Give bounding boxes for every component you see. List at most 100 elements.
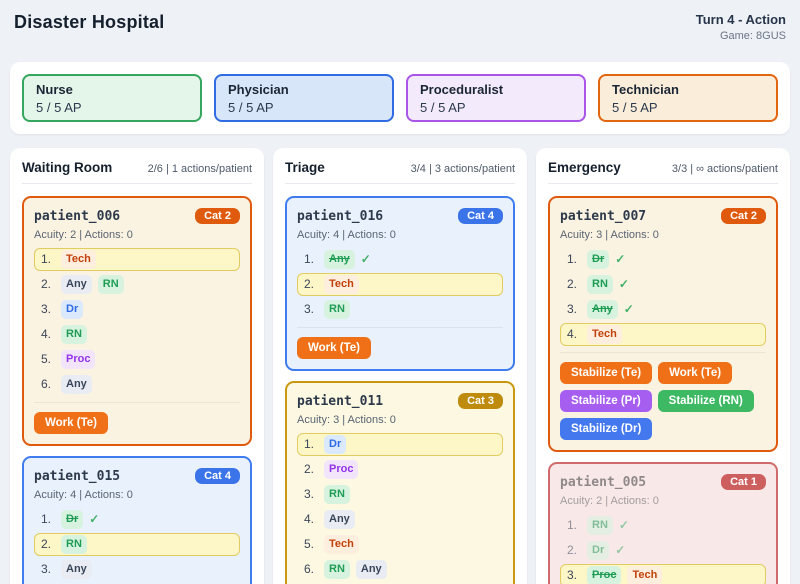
- column-triage: Triage 3/4 | 3 actions/patient patient_016…: [273, 148, 527, 584]
- role-ap: 5 / 5 AP: [228, 100, 274, 115]
- requirement-step: 2. RN ✓: [560, 273, 766, 296]
- role-chip-tech: Tech: [324, 535, 359, 554]
- patient-card: patient_006 Cat 2 Acuity: 2 | Actions: 0 1.…: [22, 196, 252, 446]
- requirement-step: 3. RN: [297, 483, 503, 506]
- column-info: 3/4 | 3 actions/patient: [410, 163, 515, 175]
- column-emergency: Emergency 3/3 | ∞ actions/patient patient_…: [536, 148, 790, 584]
- requirement-step: 2. Tech: [297, 273, 503, 296]
- step-number: 1.: [567, 252, 578, 266]
- work-te-button[interactable]: Work (Te): [297, 337, 371, 359]
- role-chip-any: Any: [61, 375, 92, 394]
- role-chip-any: Any: [324, 250, 355, 269]
- turn-indicator: Turn 4 - Action: [695, 12, 786, 27]
- patient-card-header: patient_007 Cat 2: [560, 208, 766, 224]
- category-badge: Cat 3: [458, 393, 503, 409]
- column-title: Triage: [285, 160, 325, 175]
- app-header: Disaster Hospital Turn 4 - Action Game: …: [0, 0, 800, 62]
- role-chip-rn: RN: [324, 485, 350, 504]
- check-icon: ✓: [618, 518, 629, 532]
- column-title: Emergency: [548, 160, 621, 175]
- step-number: 3.: [304, 302, 315, 316]
- step-number: 2.: [41, 537, 52, 551]
- step-number: 3.: [567, 302, 578, 316]
- requirement-step: 5. Proc: [34, 348, 240, 371]
- role-chip-rn: RN: [587, 275, 613, 294]
- role-card-physician[interactable]: Physician 5 / 5 AP: [214, 74, 394, 122]
- requirement-step: 2. RN: [34, 533, 240, 556]
- role-chip-tech: Tech: [627, 566, 663, 584]
- patient-meta: Acuity: 3 | Actions: 0: [560, 229, 659, 241]
- role-chip-proc: Proc: [587, 566, 622, 584]
- requirement-step: 4. RN: [34, 323, 240, 346]
- role-card-proceduralist[interactable]: Proceduralist 5 / 5 AP: [406, 74, 586, 122]
- column-info: 3/3 | ∞ actions/patient: [671, 163, 778, 175]
- columns: Waiting Room 2/6 | 1 actions/patient patie…: [0, 134, 800, 584]
- check-icon: ✓: [615, 543, 626, 557]
- patient-card-header: patient_016 Cat 4: [297, 208, 503, 224]
- step-number: 1.: [567, 518, 578, 532]
- stabilize-te-button[interactable]: Stabilize (Te): [560, 362, 653, 384]
- patient-actions: Stabilize (Te) Work (Te) Stabilize (Pr) Sta…: [560, 352, 766, 440]
- patient-actions: Work (Te): [34, 402, 240, 434]
- patient-card: patient_005 Cat 1 Acuity: 2 | Actions: 0 1.…: [548, 462, 778, 584]
- role-chip-dr: Dr: [587, 541, 610, 560]
- requirement-step: 3. Dr: [34, 298, 240, 321]
- patient-id: patient_016: [297, 208, 384, 224]
- step-number: 5.: [41, 352, 52, 366]
- step-number: 2.: [567, 543, 578, 557]
- patient-card-header: patient_015 Cat 4: [34, 468, 240, 484]
- roles-panel: Nurse 5 / 5 AP Physician 5 / 5 AP Procedural…: [10, 62, 790, 134]
- role-chip-proc: Proc: [61, 350, 96, 369]
- step-number: 1.: [304, 437, 315, 451]
- app-title: Disaster Hospital: [14, 12, 165, 32]
- game-id: Game: 8GUS: [719, 30, 786, 42]
- stabilize-dr-button[interactable]: Stabilize (Dr): [560, 418, 653, 440]
- requirement-step: 5. Tech: [297, 533, 503, 556]
- role-ap: 5 / 5 AP: [420, 100, 466, 115]
- work-te-button[interactable]: Work (Te): [34, 412, 108, 434]
- patient-id: patient_015: [34, 468, 121, 484]
- step-number: 1.: [304, 252, 315, 266]
- role-name: Proceduralist: [420, 82, 504, 97]
- work-te-button[interactable]: Work (Te): [658, 362, 733, 384]
- patient-meta: Acuity: 2 | Actions: 0: [34, 229, 133, 241]
- patient-id: patient_006: [34, 208, 121, 224]
- role-name: Physician: [228, 82, 289, 97]
- step-number: 1.: [41, 252, 52, 266]
- role-ap: 5 / 5 AP: [36, 100, 82, 115]
- patient-card: patient_011 Cat 3 Acuity: 3 | Actions: 0 1.…: [285, 381, 515, 584]
- step-number: 3.: [304, 487, 315, 501]
- step-number: 5.: [304, 537, 315, 551]
- step-number: 3.: [41, 562, 52, 576]
- step-number: 6.: [304, 562, 315, 576]
- role-chip-rn: RN: [97, 275, 124, 294]
- requirement-step: 2. Any RN: [34, 273, 240, 296]
- stabilize-pr-button[interactable]: Stabilize (Pr): [560, 390, 652, 412]
- role-chip-proc: Proc: [324, 460, 359, 479]
- check-icon: ✓: [615, 252, 626, 266]
- role-chip-dr: Dr: [324, 435, 347, 454]
- step-number: 2.: [567, 277, 578, 291]
- patient-card-header: patient_011 Cat 3: [297, 393, 503, 409]
- category-badge: Cat 4: [458, 208, 503, 224]
- role-chip-dr: Dr: [61, 510, 84, 529]
- patient-id: patient_007: [560, 208, 647, 224]
- role-card-nurse[interactable]: Nurse 5 / 5 AP: [22, 74, 202, 122]
- requirement-step: 3. Proc Tech: [560, 564, 766, 584]
- step-number: 2.: [41, 277, 52, 291]
- column-header: Waiting Room 2/6 | 1 actions/patient: [22, 160, 252, 184]
- step-number: 3.: [41, 302, 52, 316]
- requirement-step: 4. Any: [297, 508, 503, 531]
- step-number: 4.: [567, 327, 578, 341]
- requirement-step: 1. RN ✓: [560, 514, 766, 537]
- step-number: 2.: [304, 462, 315, 476]
- stabilize-rn-button[interactable]: Stabilize (RN): [657, 390, 754, 412]
- role-name: Nurse: [36, 82, 73, 97]
- column-header: Emergency 3/3 | ∞ actions/patient: [548, 160, 778, 184]
- patient-card-header: patient_006 Cat 2: [34, 208, 240, 224]
- role-card-technician[interactable]: Technician 5 / 5 AP: [598, 74, 778, 122]
- patient-meta: Acuity: 2 | Actions: 0: [560, 495, 659, 507]
- requirement-step: 1. Dr ✓: [560, 248, 766, 271]
- step-number: 4.: [304, 512, 315, 526]
- requirement-step: 3. Any ✓: [560, 298, 766, 321]
